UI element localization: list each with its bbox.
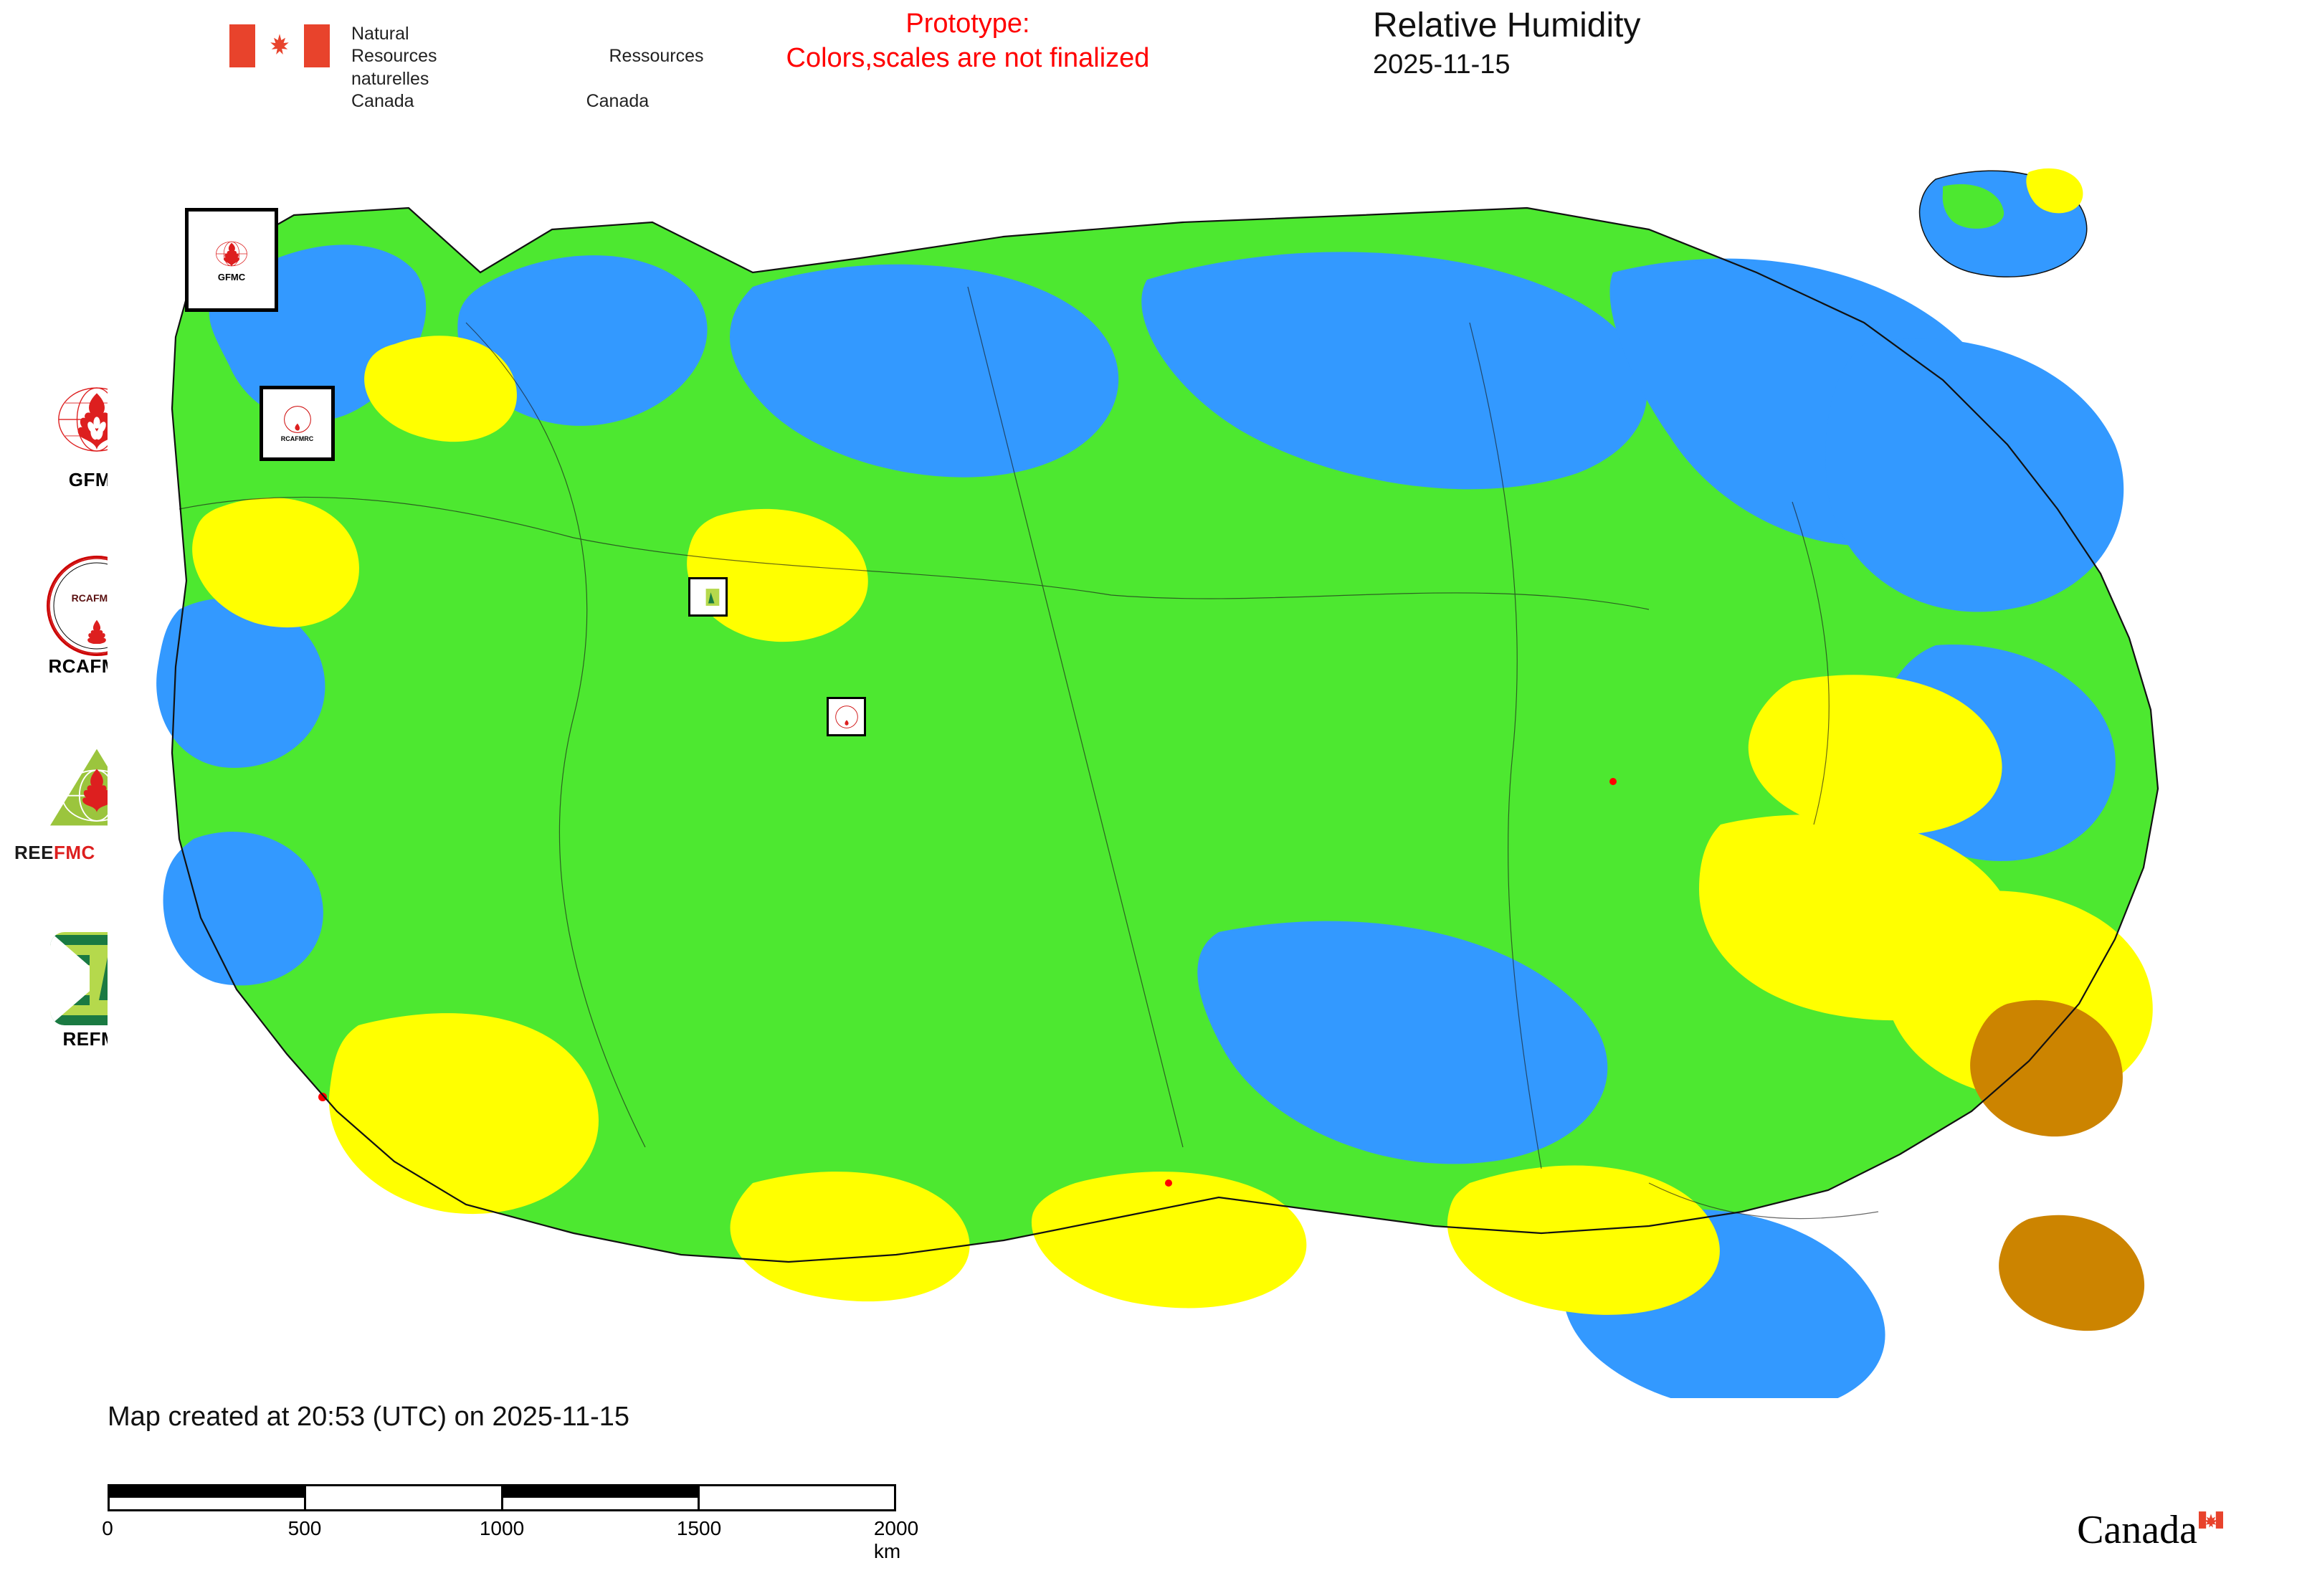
canada-flag-small-icon <box>2199 1511 2223 1529</box>
map-inset-rcafmrc-2 <box>827 697 866 736</box>
chart-title: Relative Humidity <box>1373 6 1640 45</box>
humidity-map: " <box>108 108 2187 1398</box>
map-inset-rcafmrc: RCAFMRC <box>260 386 335 461</box>
map-inset-gfmc-label: GFMC <box>218 272 245 282</box>
header-branding: Natural Resources Ressources naturelles C… <box>115 10 760 67</box>
scale-bar: 0 500 1000 1500 2000 km <box>108 1484 896 1546</box>
map-inset-rcafmrc-label: RCAFMRC <box>281 435 314 442</box>
canada-flag-icon <box>229 24 330 67</box>
map-created-text: Map created at 20:53 (UTC) on 2025-11-15 <box>108 1402 629 1433</box>
map-inset-gfmc: GFMC <box>185 208 278 312</box>
canada-wordmark: Canada <box>2077 1507 2223 1553</box>
prototype-warning-text: Prototype: Colors,scales are not finaliz… <box>681 7 1255 75</box>
chart-title-block: Relative Humidity 2025-11-15 <box>1373 6 1640 80</box>
map-inset-refmc <box>688 577 728 617</box>
chart-date: 2025-11-15 <box>1373 49 1640 80</box>
